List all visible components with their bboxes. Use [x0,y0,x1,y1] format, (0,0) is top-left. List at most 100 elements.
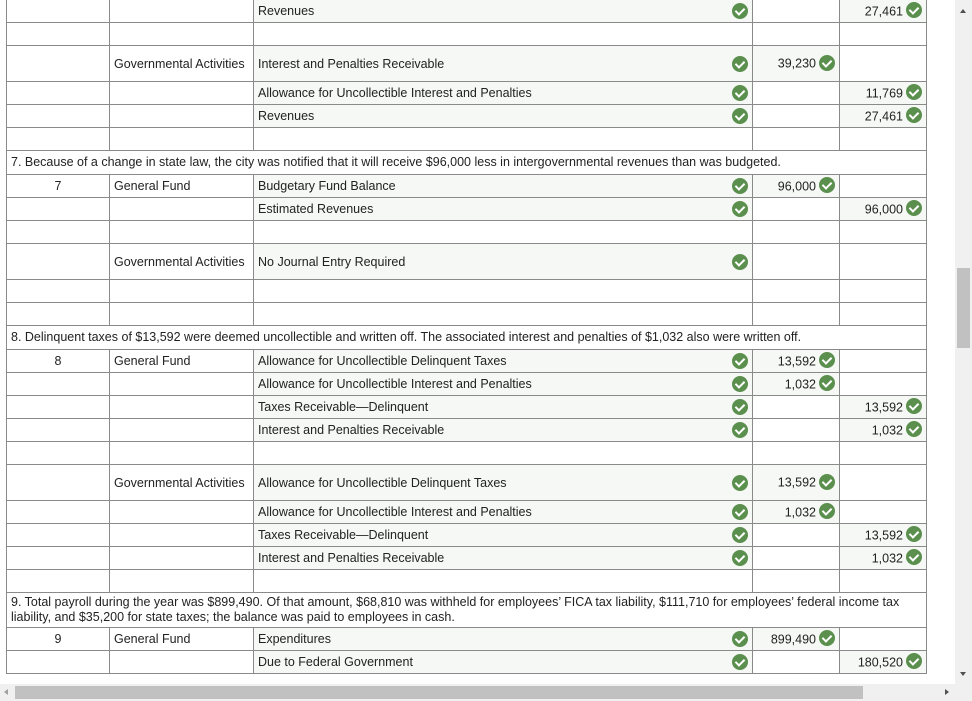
account-cell[interactable]: Taxes Receivable—Delinquent [253,395,753,419]
vertical-scroll-thumb[interactable] [957,268,970,348]
debit-cell[interactable] [752,569,840,593]
debit-cell[interactable] [752,279,840,303]
debit-cell[interactable] [752,523,840,547]
account-name: No Journal Entry Required [258,254,406,269]
correct-check-icon [732,550,748,566]
debit-cell[interactable] [752,302,840,326]
credit-cell[interactable] [839,220,927,244]
debit-cell[interactable] [752,104,840,128]
credit-cell[interactable]: 11,769 [839,81,927,105]
table-row: Taxes Receivable—Delinquent 13,592 [6,523,927,547]
debit-cell[interactable] [752,650,840,674]
debit-cell[interactable] [752,127,840,151]
credit-cell[interactable] [839,627,927,651]
transaction-number-cell [6,279,110,303]
debit-cell[interactable]: 1,032 [752,372,840,396]
credit-cell[interactable] [839,22,927,46]
account-cell[interactable]: No Journal Entry Required [253,243,753,280]
credit-cell[interactable]: 27,461 [839,104,927,128]
credit-cell[interactable] [839,500,927,524]
correct-check-icon [819,352,835,369]
account-cell[interactable] [253,302,753,326]
debit-cell[interactable] [752,243,840,280]
debit-amount: 13,592 [777,475,816,490]
account-cell[interactable]: Budgetary Fund Balance [253,174,753,198]
credit-cell[interactable]: 13,592 [839,395,927,419]
credit-cell[interactable] [839,464,927,501]
scroll-left-arrow-icon[interactable] [4,689,8,695]
scroll-down-arrow-icon[interactable] [960,672,966,676]
debit-cell[interactable] [752,418,840,442]
account-cell[interactable] [253,441,753,465]
debit-cell[interactable] [752,395,840,419]
account-cell[interactable] [253,22,753,46]
debit-cell[interactable] [752,0,840,23]
debit-cell[interactable] [752,22,840,46]
correct-check-icon [732,422,748,438]
account-cell[interactable]: Allowance for Uncollectible Delinquent T… [253,349,753,373]
debit-cell[interactable]: 899,490 [752,627,840,651]
account-cell[interactable]: Interest and Penalties Receivable [253,45,753,82]
debit-cell[interactable] [752,197,840,221]
account-cell[interactable] [253,220,753,244]
correct-check-icon [732,654,748,670]
credit-cell[interactable] [839,279,927,303]
credit-cell[interactable]: 13,592 [839,523,927,547]
credit-cell[interactable]: 1,032 [839,546,927,570]
vertical-scrollbar[interactable] [955,0,972,684]
debit-cell[interactable] [752,220,840,244]
debit-cell[interactable] [752,546,840,570]
fund-cell: General Fund [109,627,254,651]
credit-cell[interactable] [839,243,927,280]
credit-cell[interactable] [839,302,927,326]
debit-cell[interactable]: 13,592 [752,349,840,373]
credit-cell[interactable]: 27,461 [839,0,927,23]
table-row: Revenues 27,461 [6,104,927,128]
credit-cell[interactable] [839,349,927,373]
credit-cell[interactable] [839,441,927,465]
account-cell[interactable]: Due to Federal Government [253,650,753,674]
account-cell[interactable]: Allowance for Uncollectible Interest and… [253,500,753,524]
account-cell[interactable]: Allowance for Uncollectible Delinquent T… [253,464,753,501]
credit-amount: 13,592 [864,528,903,543]
account-cell[interactable]: Revenues [253,0,753,23]
account-cell[interactable]: Taxes Receivable—Delinquent [253,523,753,547]
debit-cell[interactable] [752,81,840,105]
account-cell[interactable]: Interest and Penalties Receivable [253,418,753,442]
debit-cell[interactable] [752,441,840,465]
credit-cell[interactable]: 96,000 [839,197,927,221]
scroll-right-arrow-icon[interactable] [945,689,949,695]
debit-cell[interactable]: 1,032 [752,500,840,524]
horizontal-scrollbar[interactable] [0,684,955,701]
account-cell[interactable]: Interest and Penalties Receivable [253,546,753,570]
account-cell[interactable]: Expenditures [253,627,753,651]
debit-cell[interactable]: 39,230 [752,45,840,82]
debit-amount: 13,592 [777,354,816,369]
account-name: Interest and Penalties Receivable [258,56,445,71]
table-row: Governmental Activities No Journal Entry … [6,243,927,280]
credit-cell[interactable] [839,372,927,396]
debit-cell[interactable]: 13,592 [752,464,840,501]
fund-cell [109,279,254,303]
credit-cell[interactable]: 1,032 [839,418,927,442]
debit-cell[interactable]: 96,000 [752,174,840,198]
account-cell[interactable]: Allowance for Uncollectible Interest and… [253,372,753,396]
credit-amount: 96,000 [864,202,903,217]
scroll-up-arrow-icon[interactable] [960,9,966,13]
horizontal-scroll-thumb[interactable] [15,686,863,699]
account-cell[interactable]: Revenues [253,104,753,128]
credit-cell[interactable] [839,127,927,151]
transaction-description: 9. Total payroll during the year was $89… [6,592,927,628]
account-cell[interactable]: Estimated Revenues [253,197,753,221]
account-cell[interactable] [253,127,753,151]
account-cell[interactable] [253,279,753,303]
credit-cell[interactable] [839,569,927,593]
credit-cell[interactable] [839,45,927,82]
credit-amount: 1,032 [871,423,903,438]
debit-amount: 39,230 [777,56,816,71]
account-cell[interactable]: Allowance for Uncollectible Interest and… [253,81,753,105]
credit-cell[interactable] [839,174,927,198]
transaction-number-cell [6,546,110,570]
credit-cell[interactable]: 180,520 [839,650,927,674]
account-cell[interactable] [253,569,753,593]
